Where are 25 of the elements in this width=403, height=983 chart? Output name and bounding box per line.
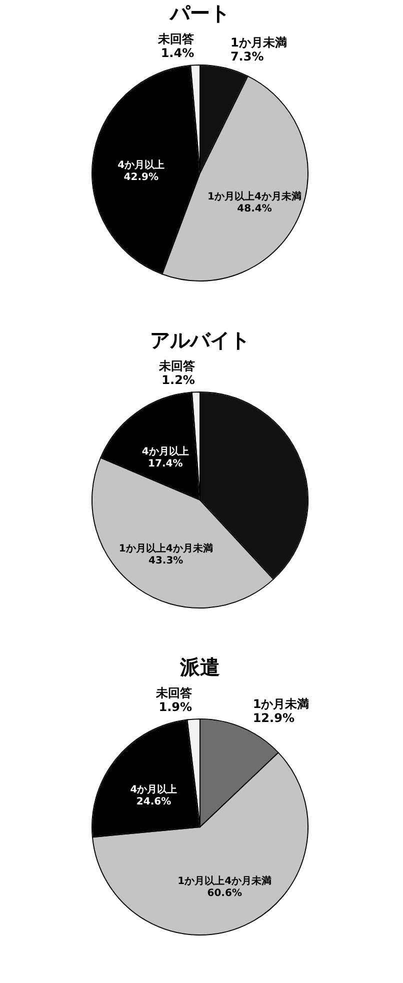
data-label: 1.2% — [162, 373, 195, 388]
data-label: 12.9% — [252, 710, 294, 725]
chart-title: アルバイト — [150, 328, 250, 352]
data-label: 1.4% — [160, 46, 194, 60]
slice-label: 未回答 — [155, 686, 194, 700]
chart-title: 派遣 — [179, 655, 220, 679]
data-label: 7.3% — [230, 50, 264, 64]
slice-label: 1か月未満 — [252, 696, 310, 711]
slice-label: 1か月未満 — [230, 36, 287, 50]
slice-label: 未回答 — [157, 32, 196, 46]
data-label: 42.9% — [124, 172, 158, 183]
data-label: 48.4% — [237, 204, 272, 215]
data-label: 60.6% — [207, 888, 242, 900]
slice-label: 1か月以上4か月未満 — [178, 875, 272, 888]
chart-title: パート — [169, 1, 230, 25]
slice-label: 1か月以上4か月未満 — [208, 190, 302, 203]
slice-label: 1か月以上4か月未満 — [118, 542, 213, 555]
data-label: 17.4% — [148, 458, 183, 470]
data-label: 24.6% — [136, 796, 172, 808]
data-label: 43.3% — [148, 556, 184, 567]
data-label: 1.9% — [158, 700, 192, 714]
slice-label: 4か月以上 — [130, 784, 178, 796]
slice-label: 未回答 — [158, 359, 196, 374]
slice-label: 4か月以上 — [142, 446, 189, 458]
slice-label: 4か月以上 — [118, 159, 165, 171]
